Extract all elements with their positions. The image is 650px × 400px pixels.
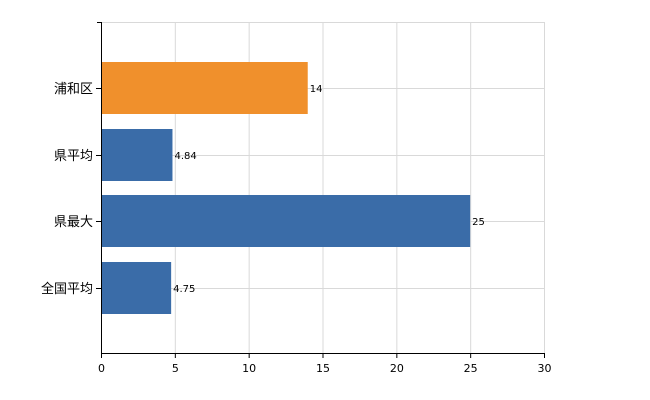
category-label-1: 県平均 bbox=[54, 149, 93, 164]
data-label-3: 4.75 bbox=[173, 284, 195, 295]
data-label-0: 14 bbox=[310, 84, 323, 95]
bar-1 bbox=[101, 129, 173, 181]
data-label-1: 4.84 bbox=[174, 151, 196, 162]
category-label-3: 全国平均 bbox=[41, 281, 93, 297]
category-label-0: 浦和区 bbox=[54, 82, 93, 97]
x-tick-label-30: 30 bbox=[538, 362, 552, 375]
axes-group bbox=[96, 22, 545, 358]
category-label-2: 県最大 bbox=[54, 215, 93, 230]
x-tick-label-20: 20 bbox=[390, 362, 404, 375]
x-tick-label-15: 15 bbox=[316, 362, 330, 375]
x-tick-label-5: 5 bbox=[172, 362, 179, 375]
x-tick-label-0: 0 bbox=[98, 362, 105, 375]
bar-2 bbox=[101, 195, 471, 247]
bars-group bbox=[101, 62, 471, 314]
bar-0 bbox=[101, 62, 308, 114]
x-tick-label-25: 25 bbox=[464, 362, 478, 375]
x-tick-label-10: 10 bbox=[242, 362, 256, 375]
bar-3 bbox=[101, 262, 172, 314]
data-label-2: 25 bbox=[472, 217, 485, 228]
